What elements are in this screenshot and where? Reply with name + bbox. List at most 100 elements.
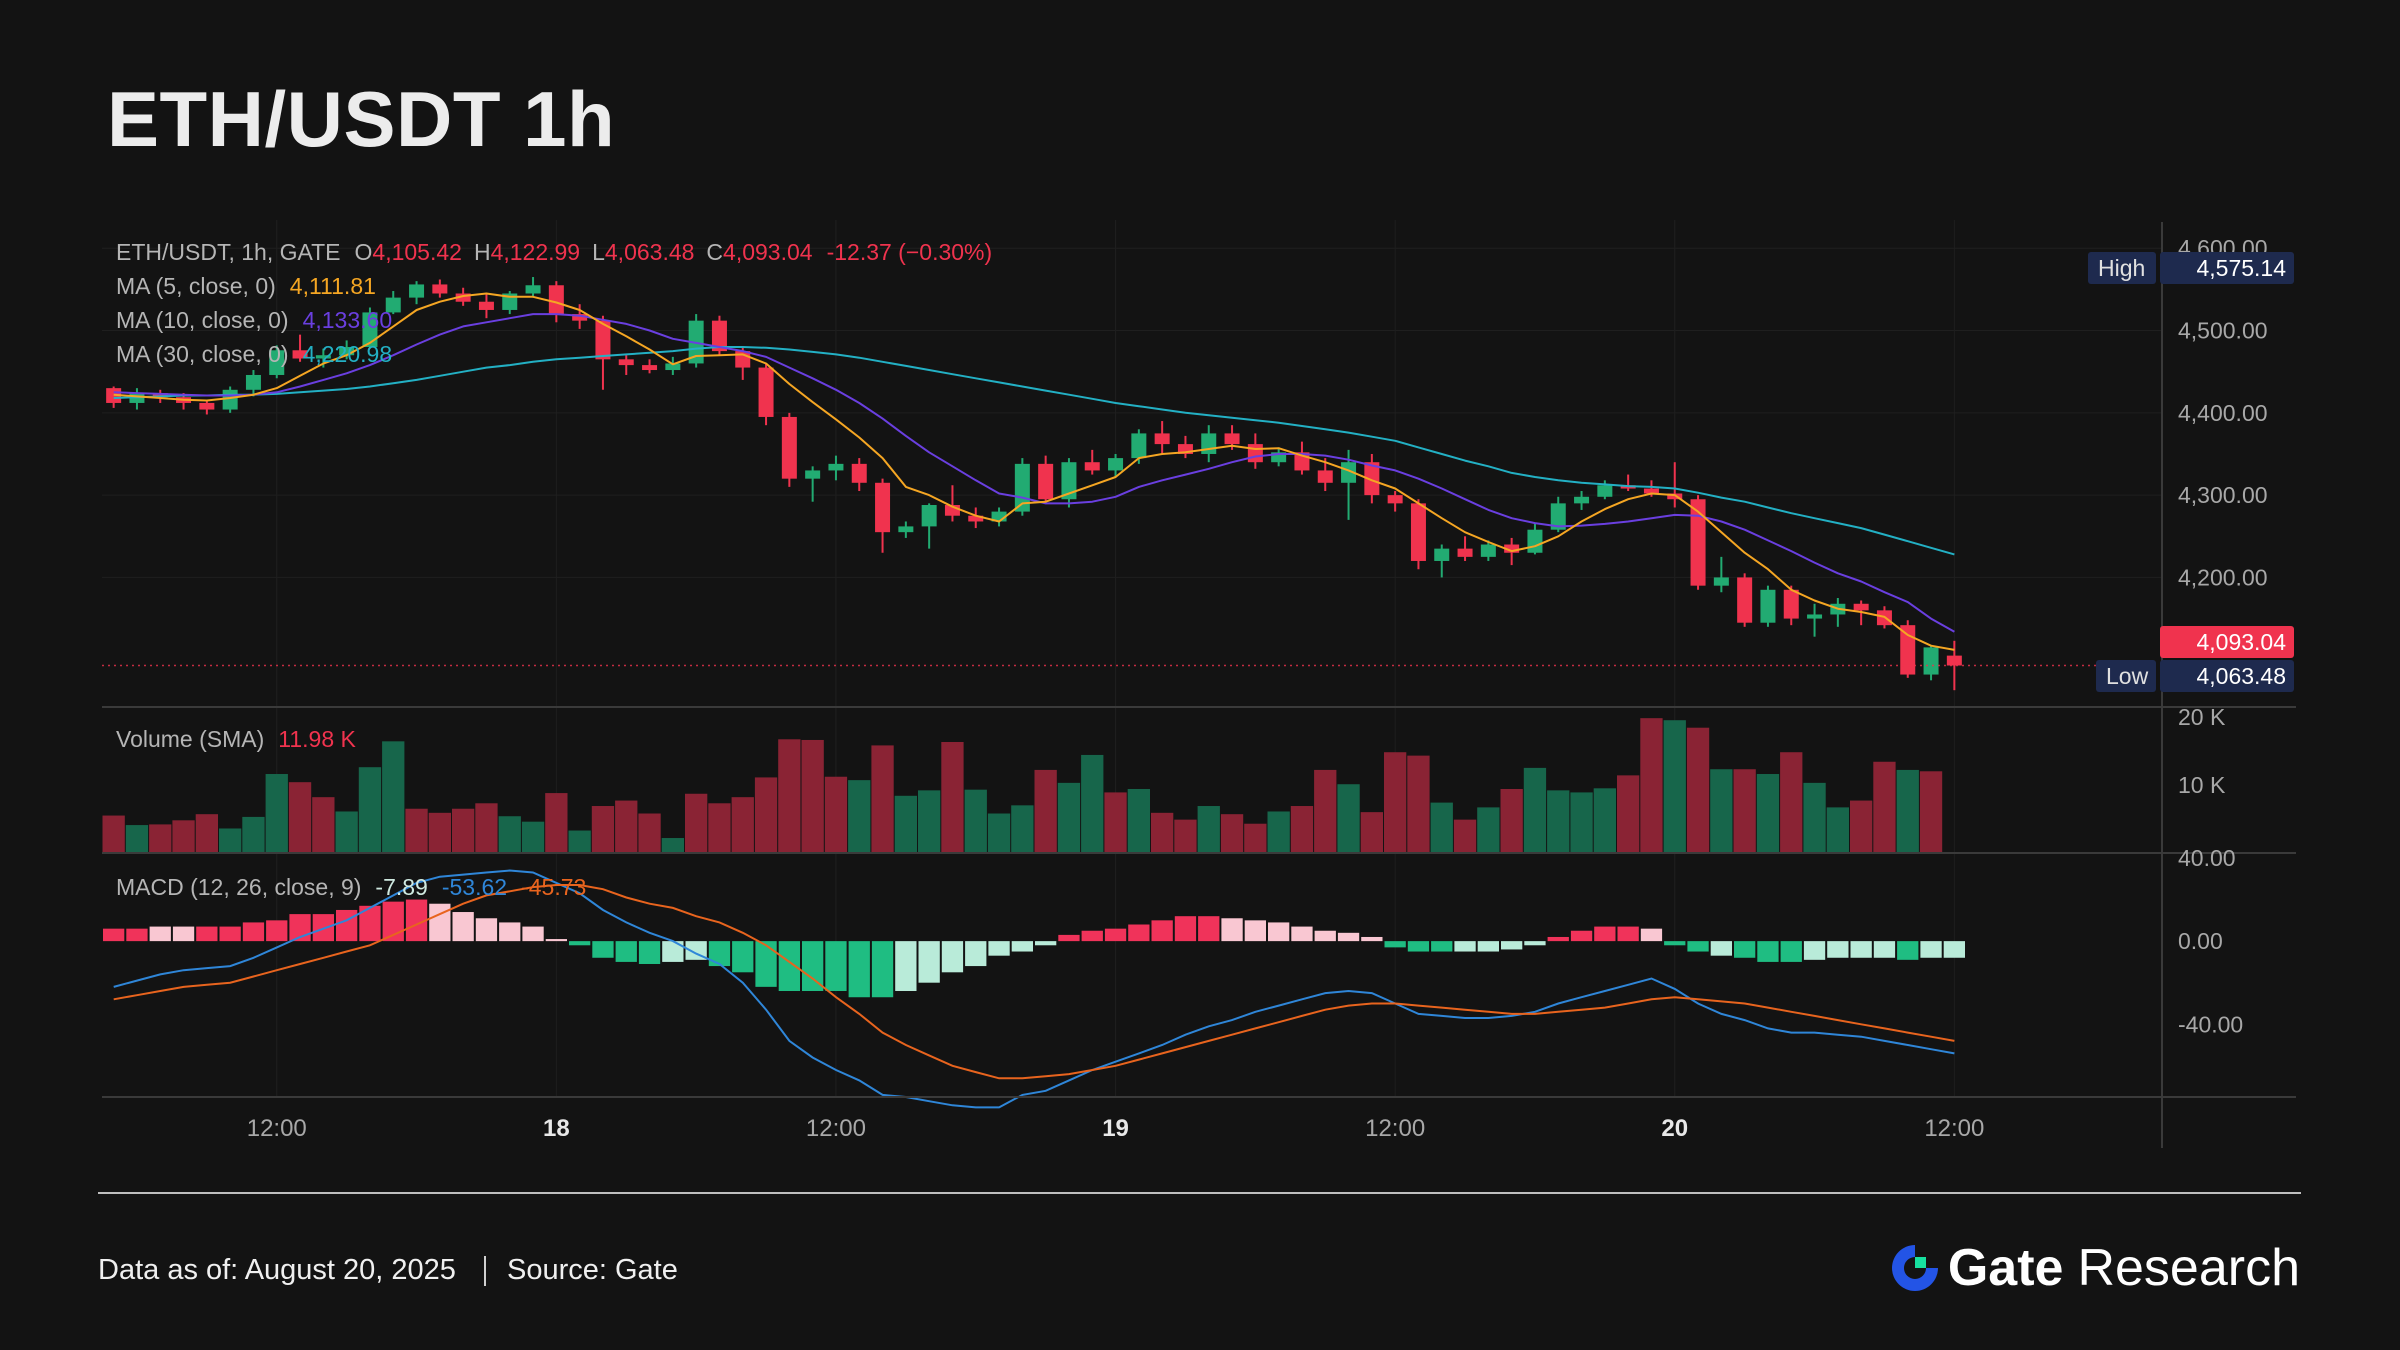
candle-body bbox=[1527, 529, 1543, 553]
legend-ma30: MA (30, close, 0) 4,220.98 bbox=[116, 341, 392, 367]
volume-bar bbox=[1244, 823, 1267, 853]
macd-hist-bar bbox=[638, 941, 661, 964]
candle-body bbox=[875, 482, 891, 533]
macd-hist-bar bbox=[1454, 941, 1476, 952]
candle bbox=[1061, 458, 1077, 508]
macd-hist-bar bbox=[569, 941, 591, 946]
legend-macd-signal: -45.73 bbox=[521, 874, 586, 900]
macd-hist-bar bbox=[1594, 926, 1616, 942]
macd-hist-bar bbox=[1501, 941, 1523, 950]
volume-bar bbox=[1663, 720, 1686, 853]
macd-hist-bar bbox=[708, 941, 731, 967]
candle bbox=[1737, 573, 1753, 627]
volume-bar bbox=[428, 812, 451, 853]
chart-frame bbox=[102, 222, 2296, 1148]
candle-body bbox=[1923, 647, 1939, 675]
candle-body bbox=[595, 320, 611, 360]
volume-bar bbox=[824, 776, 848, 853]
candle bbox=[618, 355, 634, 375]
volume-bar bbox=[312, 797, 335, 853]
candle-body bbox=[315, 355, 331, 359]
macd-hist-bar bbox=[592, 941, 614, 958]
brand-suffix: Research bbox=[2077, 1239, 2300, 1297]
candle-body bbox=[1690, 499, 1706, 586]
candle-body bbox=[1550, 503, 1566, 530]
candle bbox=[1201, 425, 1217, 463]
price-chart[interactable]: 4,600.004,500.004,400.004,300.004,200.00… bbox=[0, 0, 2400, 1180]
volume-bar bbox=[1034, 769, 1057, 853]
volume-bar bbox=[987, 813, 1011, 853]
volume-bar bbox=[1430, 802, 1453, 853]
candle bbox=[1038, 455, 1054, 504]
volume-bar bbox=[1360, 812, 1383, 853]
volume-bar bbox=[149, 824, 172, 853]
legend-volume: Volume (SMA) 11.98 K bbox=[116, 726, 357, 752]
signal-line bbox=[113, 884, 1955, 1080]
candle bbox=[875, 478, 891, 553]
volume-bar bbox=[894, 795, 917, 853]
candle bbox=[1667, 462, 1683, 508]
candle bbox=[478, 293, 494, 319]
candle bbox=[1177, 435, 1193, 459]
low-badge-value: 4,063.48 bbox=[2196, 663, 2286, 689]
volume-bar bbox=[661, 838, 684, 853]
legend-macd: MACD (12, 26, close, 9) -7.89 -53.62 -45.73 bbox=[116, 874, 586, 900]
candle-body bbox=[1713, 577, 1729, 586]
volume-bar bbox=[1477, 807, 1500, 853]
macd-hist-bar bbox=[1198, 916, 1220, 942]
volume-bar bbox=[568, 830, 591, 853]
macd-hist-bar bbox=[336, 909, 358, 942]
macd-hist-bar bbox=[778, 941, 800, 992]
candle bbox=[1247, 433, 1263, 469]
macd-hist-bar bbox=[615, 941, 637, 962]
candle-body bbox=[1853, 603, 1869, 611]
volume-bar bbox=[1407, 755, 1430, 853]
candle bbox=[129, 388, 145, 410]
macd-hist-bar bbox=[1617, 926, 1639, 942]
macd-hist-bar bbox=[149, 926, 171, 942]
macd-hist-bar bbox=[755, 941, 777, 987]
volume-bar bbox=[1710, 769, 1733, 853]
candle-body bbox=[222, 389, 238, 410]
legend-low-label: L bbox=[592, 239, 605, 265]
macd-hist-bar bbox=[1687, 941, 1709, 952]
candle-body bbox=[409, 284, 425, 298]
macd-hist-bar bbox=[126, 928, 148, 942]
candle-body bbox=[432, 284, 448, 294]
ma30-line bbox=[113, 346, 1955, 556]
brand-logo: Gate Research bbox=[1888, 1238, 2300, 1298]
macd-hist-bar bbox=[941, 941, 964, 973]
macd-hist-bar bbox=[1268, 922, 1290, 942]
volume-bar bbox=[1873, 761, 1896, 853]
volume-bar bbox=[1686, 727, 1710, 853]
macd-hist-bar bbox=[871, 941, 894, 998]
macd-hist-bar bbox=[895, 941, 917, 992]
high-badge-label-bg bbox=[2088, 252, 2156, 284]
ma10-line bbox=[113, 313, 1955, 633]
volume-bar bbox=[871, 745, 894, 853]
macd-hist-bar bbox=[1384, 941, 1406, 948]
legend-change: -12.37 (−0.30%) bbox=[827, 239, 993, 265]
candle bbox=[432, 279, 448, 298]
candle-body bbox=[1317, 470, 1333, 483]
volume-bar bbox=[265, 774, 288, 853]
macd-hist-bar bbox=[429, 903, 451, 942]
volume-bar bbox=[521, 821, 545, 853]
time-tick-label: 12:00 bbox=[806, 1115, 866, 1142]
candle-body bbox=[1387, 495, 1403, 504]
candle bbox=[1480, 540, 1496, 561]
footer-divider bbox=[98, 1192, 2301, 1194]
candle-body bbox=[1410, 503, 1426, 561]
candle-body bbox=[1597, 485, 1613, 497]
legend-high-value: 4,122.99 bbox=[491, 239, 581, 265]
candle-body bbox=[1224, 433, 1240, 445]
macd-lines bbox=[113, 869, 1955, 1109]
macd-hist-bar bbox=[1803, 941, 1826, 960]
volume-bar bbox=[964, 789, 987, 853]
volume-bar bbox=[1733, 769, 1756, 853]
candle bbox=[851, 458, 867, 492]
volume-bar bbox=[195, 814, 218, 853]
legend-ma5-value: 4,111.81 bbox=[290, 273, 376, 299]
candle bbox=[1317, 458, 1333, 492]
candle bbox=[409, 281, 425, 305]
